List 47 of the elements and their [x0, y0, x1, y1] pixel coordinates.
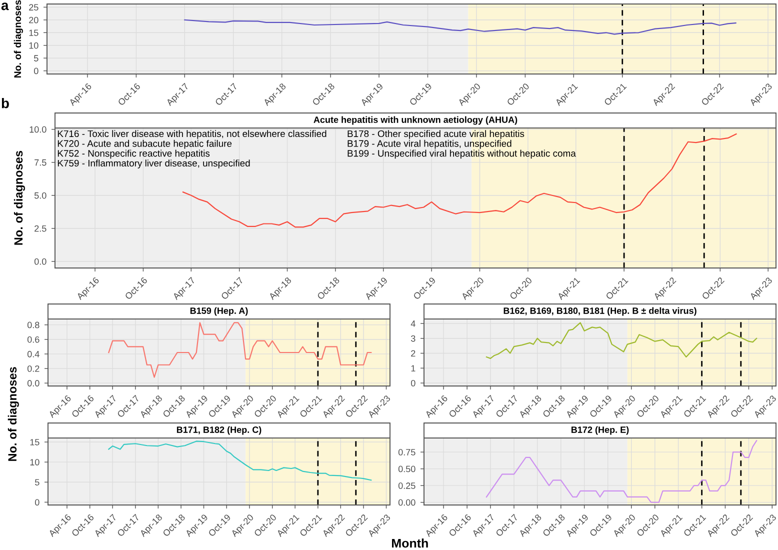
y-axis-title: No. of diagnoses — [8, 367, 19, 461]
chart-title: B172 (Hep. E) — [572, 426, 629, 435]
line-series — [108, 322, 372, 378]
y-tick-label: 5.0 — [34, 192, 46, 199]
y-tick-label: 0.0 — [34, 258, 46, 265]
y-tick-label: 25 — [29, 4, 38, 11]
y-tick-label: 1 — [411, 365, 416, 372]
y-tick-label: 0 — [34, 68, 38, 74]
y-tick-label: 3 — [410, 335, 416, 342]
y-axis-title: No. of diagnoses — [14, 0, 23, 78]
line-series — [184, 19, 736, 35]
y-tick-label: 0.0 — [27, 380, 40, 386]
chart-title: B171, B182 (Hep. C) — [176, 426, 262, 435]
y-tick-label: 0.4 — [27, 350, 40, 358]
y-tick-label: 0.50 — [398, 466, 416, 472]
y-tick-label: 15 — [29, 30, 38, 36]
y-tick-label: 5 — [34, 55, 38, 62]
y-tick-label: 0 — [35, 499, 40, 506]
y-axis-title: No. of diagnoses — [14, 150, 25, 245]
chart-title: B159 (Hep. A) — [190, 307, 248, 316]
line-series — [486, 440, 758, 503]
chart-title: B162, B169, B180, B181 (Hep. B ± delta virus) — [504, 307, 696, 316]
line-series — [108, 440, 372, 481]
y-tick-label: 15 — [30, 439, 40, 446]
y-tick-label: 2 — [411, 350, 416, 357]
y-tick-label: 10.0 — [30, 126, 46, 133]
y-tick-label: 0.6 — [27, 336, 40, 343]
y-tick-label: 0.00 — [398, 499, 416, 506]
annotation: B178 - Other specified acute viral hepatitis B179 - Acute viral hepatitis, unspecified B199 - Unspecified viral hepatitis without hepatic coma — [348, 130, 576, 159]
y-tick-label: 0.8 — [27, 322, 40, 328]
x-axis-title: Month — [392, 538, 428, 548]
chart-title: Acute hepatitis with unknown aetiology (AHUA) — [314, 116, 518, 125]
y-tick-label: 0 — [411, 380, 416, 386]
y-tick-label: 5 — [35, 479, 40, 486]
text: a — [1, 2, 9, 10]
y-tick-label: 7.5 — [34, 159, 46, 166]
text: b — [2, 98, 9, 108]
y-tick-label: 20 — [29, 16, 38, 24]
y-tick-label: 2.5 — [34, 225, 46, 232]
y-tick-label: 10 — [30, 459, 40, 466]
y-tick-label: 0.2 — [27, 365, 40, 372]
line-series — [486, 322, 758, 360]
annotation: K716 - Toxic liver disease with hepatitis, not elsewhere classified K720 - Acute and subacute hepatic failure K752 - Nonspecific reactive hepatitis K759 - Inflammatory liver disease, unspecified — [58, 130, 326, 168]
y-tick-label: 10 — [29, 42, 38, 49]
y-tick-label: 0.25 — [398, 482, 416, 489]
y-tick-label: 4 — [410, 320, 416, 327]
y-tick-label: 0.75 — [398, 449, 416, 456]
